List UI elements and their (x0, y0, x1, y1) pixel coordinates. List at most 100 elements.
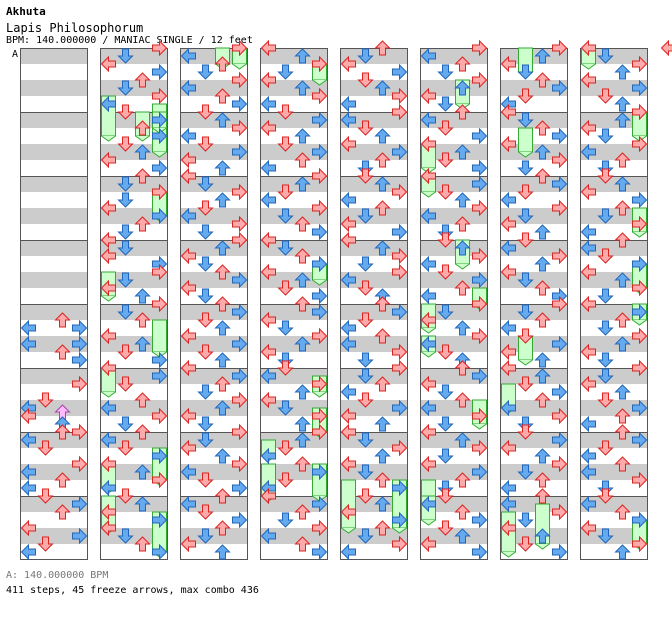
beat-stripe (20, 496, 88, 512)
step-arrow-left (100, 479, 116, 497)
step-arrow-down (517, 64, 534, 80)
beat-stripe (340, 368, 408, 384)
step-arrow-left (100, 327, 116, 345)
beat-stripe (260, 464, 328, 480)
step-arrow-up (374, 152, 391, 168)
step-arrow-right (312, 143, 328, 161)
step-arrow-down (357, 488, 374, 504)
step-arrow-up (214, 320, 231, 336)
step-arrow-down (357, 48, 374, 64)
chart-info: BPM: 140.000000 / MANIAC SINGLE / 12 fee… (6, 35, 253, 46)
beat-stripe (420, 464, 488, 480)
step-arrow-up (534, 144, 551, 160)
step-arrow-down (197, 288, 214, 304)
step-arrow-left (420, 207, 436, 225)
beat-stripe (260, 208, 328, 224)
step-arrow-down (277, 184, 294, 200)
beat-stripe (180, 368, 248, 384)
column-border (500, 48, 568, 560)
step-arrow-down (357, 528, 374, 544)
step-arrow-right (312, 223, 328, 241)
step-arrow-right (472, 327, 488, 345)
column-border (100, 48, 168, 560)
step-arrow-left (580, 143, 596, 161)
step-arrow-left (420, 255, 436, 273)
column-border (580, 48, 648, 560)
step-arrow-left (260, 71, 276, 89)
beat-stripe (420, 208, 488, 224)
step-arrow-up (454, 432, 471, 448)
step-arrow-down (197, 416, 214, 432)
step-arrow-up (374, 520, 391, 536)
step-arrow-right (392, 399, 408, 417)
beat-stripe (260, 272, 328, 288)
step-arrow-down (197, 64, 214, 80)
step-arrow-down (517, 376, 534, 392)
step-arrow-left (260, 527, 276, 545)
step-arrow-right (552, 39, 568, 57)
step-arrow-right (232, 455, 248, 473)
beat-stripe (100, 208, 168, 224)
beat-stripe (500, 464, 568, 480)
step-arrow-up (374, 80, 391, 96)
step-arrow-down (597, 88, 614, 104)
freeze-tail (421, 519, 436, 526)
step-arrow-right (552, 455, 568, 473)
step-arrow-down (597, 488, 614, 504)
step-arrow-left (340, 111, 356, 129)
step-arrow-up (214, 264, 231, 280)
beat-stripe (420, 336, 488, 352)
step-arrow-left (100, 431, 116, 449)
chart-stats: 411 steps, 45 freeze arrows, max combo 4… (6, 585, 259, 596)
step-arrow-down (197, 384, 214, 400)
step-arrow-down (117, 192, 134, 208)
step-arrow-left (420, 135, 436, 153)
beat-stripe (580, 48, 648, 64)
freeze-tail (312, 391, 327, 398)
step-arrow-up (214, 352, 231, 368)
beat-stripe (340, 464, 408, 480)
step-arrow-left (580, 223, 596, 241)
beat-stripe (580, 528, 648, 544)
step-arrow-right (312, 55, 328, 73)
step-arrow-up (614, 336, 631, 352)
step-arrow-up (374, 416, 391, 432)
step-arrow-left (500, 399, 516, 417)
step-arrow-up (294, 216, 311, 232)
beat-stripe (500, 304, 568, 320)
step-arrow-right (72, 375, 88, 393)
step-arrow-down (277, 512, 294, 528)
column-border (340, 48, 408, 560)
step-arrow-down (277, 280, 294, 296)
step-arrow-right (632, 303, 648, 321)
step-arrow-right (552, 431, 568, 449)
step-arrow-down (117, 416, 134, 432)
step-arrow-left (580, 463, 596, 481)
step-arrow-left (260, 263, 276, 281)
step-arrow-left (180, 535, 196, 553)
step-arrow-down (517, 160, 534, 176)
beat-stripe (420, 48, 488, 64)
beat-stripe (100, 272, 168, 288)
beat-stripe (260, 496, 328, 512)
step-arrow-down (517, 272, 534, 288)
step-arrow-right (392, 263, 408, 281)
step-arrow-right (552, 127, 568, 145)
step-arrow-right (72, 527, 88, 545)
step-arrow-right (552, 151, 568, 169)
step-arrow-right (232, 391, 248, 409)
step-arrow-left (580, 295, 596, 313)
step-arrow-right (632, 79, 648, 97)
step-arrow-right (632, 279, 648, 297)
step-arrow-up (214, 240, 231, 256)
freeze-tail (101, 295, 116, 302)
step-arrow-right (632, 327, 648, 345)
freeze-tail (455, 263, 470, 270)
step-arrow-left (100, 519, 116, 537)
step-arrow-left (340, 543, 356, 561)
beat-stripe (500, 48, 568, 64)
beat-stripe (500, 400, 568, 416)
step-arrow-up (534, 120, 551, 136)
step-arrow-left (180, 279, 196, 297)
step-arrow-up (534, 352, 551, 368)
